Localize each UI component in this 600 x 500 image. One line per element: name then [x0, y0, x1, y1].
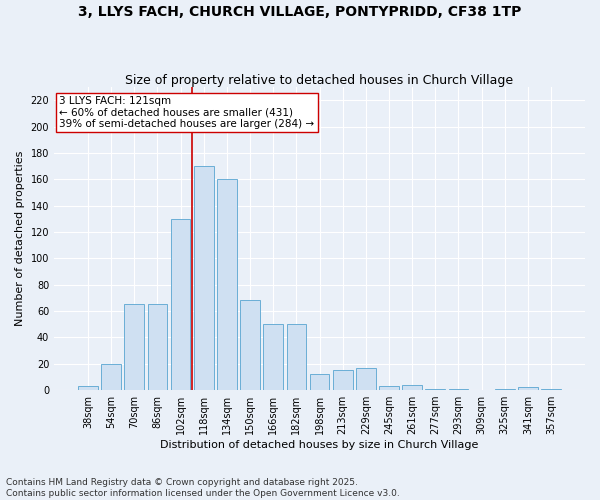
Bar	[101, 364, 121, 390]
Y-axis label: Number of detached properties: Number of detached properties	[15, 151, 25, 326]
Bar	[171, 219, 190, 390]
Bar	[310, 374, 329, 390]
Bar	[217, 179, 237, 390]
Bar	[402, 385, 422, 390]
Bar	[356, 368, 376, 390]
Title: Size of property relative to detached houses in Church Village: Size of property relative to detached ho…	[125, 74, 514, 87]
Text: 3 LLYS FACH: 121sqm
← 60% of detached houses are smaller (431)
39% of semi-detac: 3 LLYS FACH: 121sqm ← 60% of detached ho…	[59, 96, 314, 130]
Bar	[425, 389, 445, 390]
Bar	[518, 388, 538, 390]
Bar	[124, 304, 144, 390]
Bar	[148, 304, 167, 390]
Bar	[379, 386, 399, 390]
Bar	[240, 300, 260, 390]
Bar	[495, 389, 515, 390]
Bar	[449, 389, 468, 390]
Bar	[78, 386, 98, 390]
Text: 3, LLYS FACH, CHURCH VILLAGE, PONTYPRIDD, CF38 1TP: 3, LLYS FACH, CHURCH VILLAGE, PONTYPRIDD…	[79, 5, 521, 19]
Bar	[541, 389, 561, 390]
Bar	[194, 166, 214, 390]
X-axis label: Distribution of detached houses by size in Church Village: Distribution of detached houses by size …	[160, 440, 479, 450]
Bar	[333, 370, 353, 390]
Bar	[263, 324, 283, 390]
Text: Contains HM Land Registry data © Crown copyright and database right 2025.
Contai: Contains HM Land Registry data © Crown c…	[6, 478, 400, 498]
Bar	[287, 324, 306, 390]
